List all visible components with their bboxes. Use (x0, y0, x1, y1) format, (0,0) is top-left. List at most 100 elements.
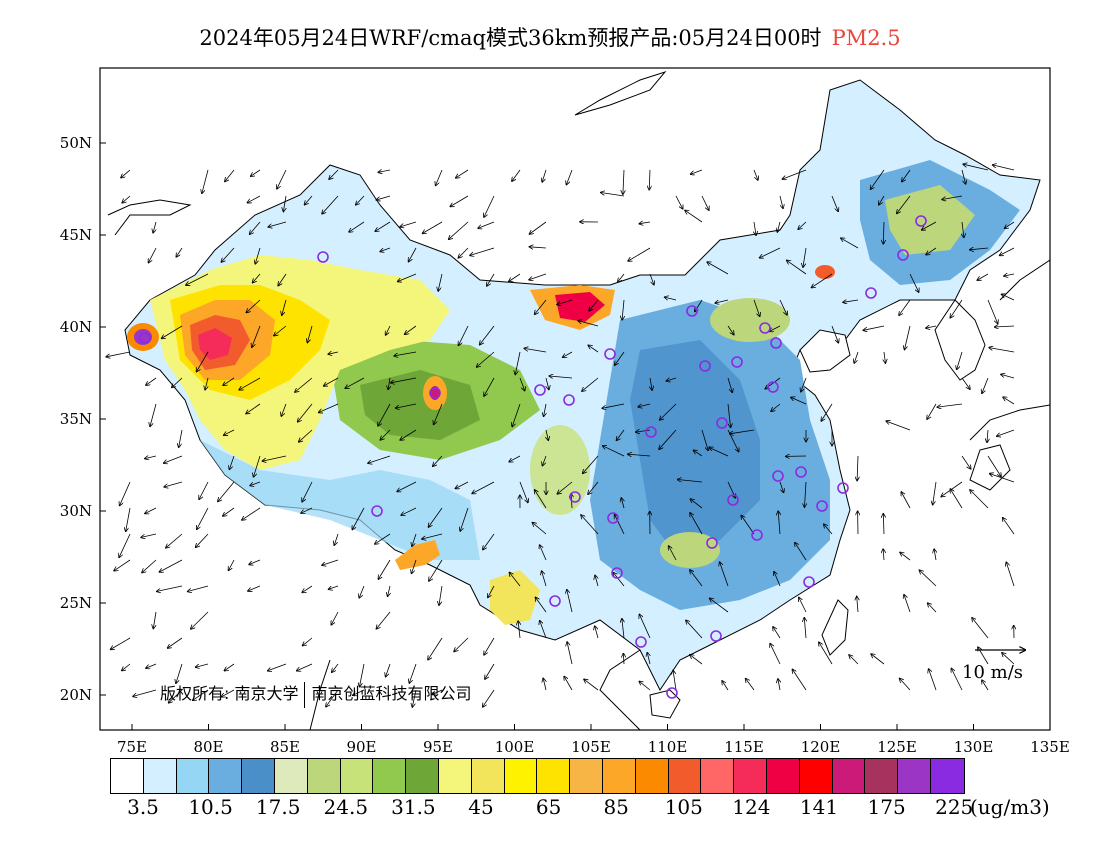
wind-arrow (329, 169, 339, 179)
lat-tick-label: 20N (60, 686, 92, 704)
wind-arrow (1002, 653, 1015, 665)
wind-arrow (805, 481, 807, 507)
wind-arrow (659, 429, 677, 449)
station-marker (139, 332, 151, 344)
wind-arrow (1002, 294, 1015, 301)
wind-arrow (328, 352, 339, 354)
wind-arrow (166, 533, 183, 548)
lat-tick-label: 50N (60, 134, 92, 152)
wind-arrow (540, 621, 547, 639)
wind-arrow (176, 247, 183, 257)
wind-arrow (542, 571, 547, 587)
wind-arrow (566, 169, 573, 185)
wind-arrow (546, 429, 548, 440)
legend-label: 141 (799, 795, 839, 819)
wind-arrow (647, 653, 650, 665)
station-marker (534, 384, 546, 396)
wind-arrow (919, 570, 937, 587)
wind-arrow (326, 689, 339, 707)
wind-arrow (934, 549, 936, 561)
wind-arrow (582, 377, 599, 391)
wind-arrow (478, 221, 495, 228)
legend-swatch (602, 759, 636, 793)
wind-arrow (588, 481, 599, 494)
wind-arrow (982, 377, 989, 393)
wind-arrow (542, 169, 547, 182)
station-marker (751, 529, 763, 541)
wind-arrow (801, 377, 807, 392)
station-marker (706, 537, 718, 549)
wind-arrow (950, 489, 963, 509)
station-marker (645, 426, 657, 438)
wind-arrow (205, 377, 208, 390)
wind-arrow (455, 481, 469, 489)
wind-arrow (977, 273, 989, 280)
wind-arrow (250, 481, 261, 486)
lat-tick-label: 40N (60, 318, 92, 336)
wind-arrow (578, 321, 599, 327)
wind-arrow (252, 325, 261, 347)
wind-arrow (388, 585, 390, 596)
wind-arrow (962, 221, 964, 237)
wind-arrow (546, 377, 549, 390)
wind-arrow (666, 378, 677, 381)
south-green (660, 532, 720, 568)
wind-arrow (250, 221, 261, 234)
wind-arrow (480, 325, 495, 345)
wind-arrow (584, 679, 599, 691)
hainan-coast (649, 689, 681, 719)
wind-arrow (121, 169, 131, 178)
wind-arrow (242, 507, 261, 520)
wind-arrow (409, 663, 417, 683)
wind-arrow (993, 165, 1015, 171)
wind-arrow (456, 169, 469, 178)
wind-arrow (454, 637, 469, 652)
lon-tick-label: 100E (495, 738, 535, 756)
wind-arrow (603, 446, 625, 457)
legend-swatch (668, 759, 702, 793)
legend-label: 45 (468, 795, 494, 819)
wind-arrow (221, 689, 235, 697)
wind-arrow (532, 523, 547, 535)
wind-scale-label: 10 m/s (962, 662, 1023, 683)
wind-arrow (509, 273, 521, 282)
wind-arrow (787, 260, 807, 275)
korea-coast (934, 299, 986, 381)
wind-arrow (709, 448, 729, 457)
indochina-coast (309, 649, 641, 730)
wind-arrow (268, 663, 287, 671)
wind-arrow (345, 377, 365, 388)
wind-arrow (349, 221, 365, 232)
wind-arrow (529, 273, 547, 280)
wind-arrow (753, 299, 760, 316)
wind-arrow (989, 348, 1015, 353)
station-marker (607, 512, 619, 524)
legend-swatch (176, 759, 210, 793)
legend-swatch (898, 759, 931, 793)
wind-arrow (690, 570, 703, 587)
wind-arrow (997, 429, 1015, 436)
legend-swatch (274, 759, 308, 793)
wind-arrow (247, 195, 261, 203)
wind-arrow (360, 663, 365, 687)
legend-swatch (865, 759, 899, 793)
wind-arrow (720, 562, 729, 587)
wind-arrow (169, 689, 183, 703)
wind-vectors (106, 164, 1014, 707)
station-marker (731, 356, 743, 368)
wind-arrow (926, 247, 937, 255)
legend-label: 85 (603, 795, 629, 819)
wind-arrow (460, 507, 469, 531)
west-red (198, 328, 232, 360)
legend-swatch (307, 759, 341, 793)
wind-arrow (450, 195, 469, 207)
wind-arrow (883, 514, 884, 535)
wind-arrow (375, 221, 391, 231)
wind-arrow (159, 559, 183, 572)
wind-arrow (588, 345, 599, 353)
wind-arrow (613, 573, 625, 587)
wind-arrow (540, 545, 547, 561)
wind-arrow (302, 481, 313, 502)
wind-arrow (485, 663, 495, 679)
wind-arrow (589, 299, 599, 311)
